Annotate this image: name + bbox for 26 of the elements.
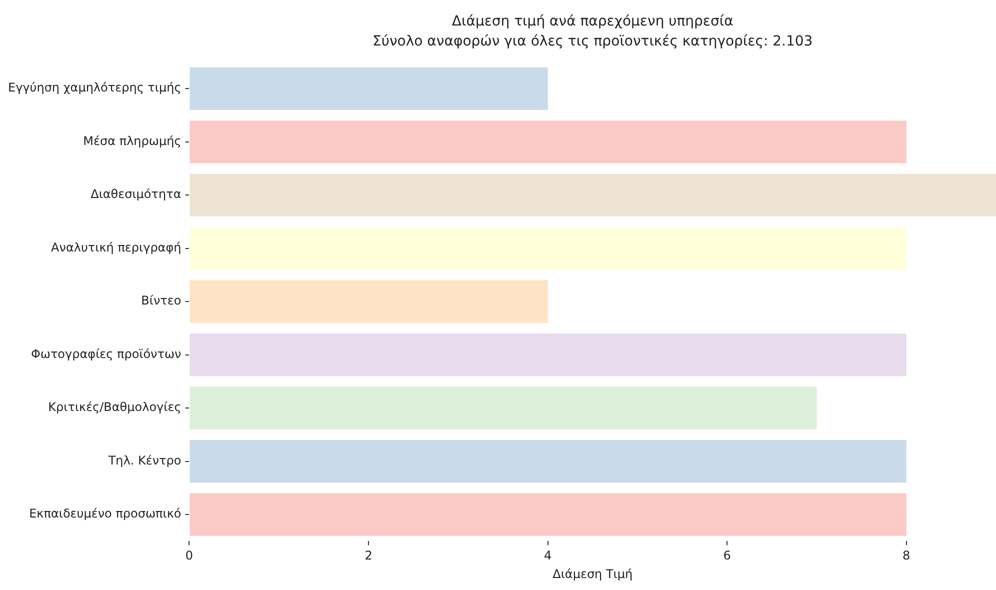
chart-subtitle: Σύνολο αναφορών για όλες τις προϊοντικές κατηγορίες: 2.103 bbox=[372, 34, 813, 50]
bar bbox=[190, 440, 906, 483]
y-tick-label: Φωτογραφίες προϊόντων bbox=[30, 346, 182, 361]
y-tick-label: Εκπαιδευμένο προσωπικό bbox=[29, 506, 182, 521]
bar bbox=[190, 334, 906, 376]
bar bbox=[190, 67, 548, 110]
y-tick-label: Αναλυτική περιγραφή bbox=[51, 240, 182, 254]
y-tick-label: Κριτικές/Βαθμολογίες bbox=[48, 400, 182, 414]
x-axis-title: Διάμεση Τιμή bbox=[552, 566, 633, 581]
x-tick-label: 6 bbox=[723, 548, 731, 563]
y-tick-label: Μέσα πληρωμής bbox=[83, 134, 182, 148]
x-tick-label: 2 bbox=[364, 548, 372, 563]
bar bbox=[190, 174, 996, 216]
bar bbox=[190, 386, 817, 430]
bar bbox=[190, 493, 906, 536]
chart-title: Διάμεση τιμή ανά παρεχόμενη υπηρεσία bbox=[452, 14, 734, 30]
y-tick-label: Εγγύηση χαμηλότερης τιμής bbox=[8, 80, 182, 95]
bar bbox=[190, 227, 906, 270]
x-tick-label: 8 bbox=[902, 548, 910, 563]
bar bbox=[190, 120, 906, 164]
y-tick-label: Βίντεο bbox=[141, 294, 182, 308]
y-tick-label: Τηλ. Κέντρο bbox=[107, 453, 182, 468]
x-tick-label: 0 bbox=[185, 548, 194, 563]
y-tick-label: Διαθεσιμότητα bbox=[90, 187, 182, 202]
x-tick-label: 4 bbox=[544, 548, 552, 563]
bar bbox=[190, 280, 548, 323]
